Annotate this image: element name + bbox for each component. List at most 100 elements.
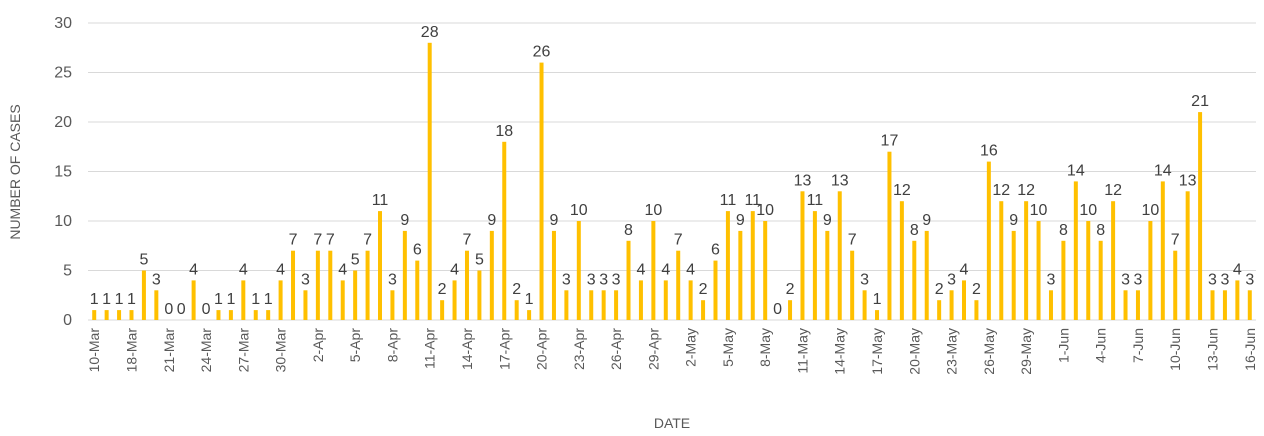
- bar: [1247, 290, 1252, 320]
- value-label: 28: [421, 24, 439, 41]
- bar: [253, 310, 258, 320]
- value-label: 21: [1191, 93, 1209, 110]
- bar: [750, 211, 755, 320]
- bar: [738, 230, 743, 320]
- value-label: 8: [910, 222, 919, 239]
- value-label: 10: [756, 202, 774, 219]
- bar: [415, 260, 420, 320]
- bar: [713, 260, 718, 320]
- value-label: 18: [495, 123, 513, 140]
- x-tick-label: 2-Apr: [310, 328, 326, 363]
- value-label: 2: [438, 281, 447, 298]
- y-tick-label: 10: [54, 213, 72, 230]
- bar: [937, 300, 942, 320]
- x-tick-label: 26-May: [981, 328, 997, 375]
- value-label: 3: [612, 271, 621, 288]
- x-axis-title: DATE: [654, 415, 690, 431]
- value-label: 0: [164, 301, 173, 318]
- value-label: 3: [1208, 271, 1217, 288]
- x-tick-label: 11-Apr: [422, 328, 438, 369]
- value-label: 1: [127, 291, 136, 308]
- bar: [340, 280, 345, 320]
- value-label: 4: [276, 261, 285, 278]
- bar: [464, 250, 469, 320]
- bar: [1198, 112, 1203, 320]
- bar: [725, 211, 730, 320]
- value-label: 1: [115, 291, 124, 308]
- x-tick-label: 13-Jun: [1205, 328, 1221, 371]
- value-label: 4: [338, 261, 347, 278]
- x-tick-label: 30-Mar: [273, 328, 289, 373]
- bar: [1222, 290, 1227, 320]
- value-label: 2: [972, 281, 981, 298]
- value-label: 12: [1017, 182, 1035, 199]
- value-label: 3: [562, 271, 571, 288]
- bar: [191, 280, 196, 320]
- x-tick-label: 8-May: [757, 328, 773, 367]
- x-tick-label: 23-Apr: [571, 328, 587, 370]
- value-label: 9: [1009, 212, 1018, 229]
- bar: [228, 310, 233, 320]
- x-tick-label: 8-Apr: [384, 328, 400, 363]
- bar: [315, 250, 320, 320]
- value-label: 7: [326, 232, 335, 249]
- x-tick-label: 11-May: [794, 328, 810, 374]
- value-label: 14: [1067, 162, 1085, 179]
- x-tick-label: 2-May: [683, 328, 699, 367]
- y-axis-title: NUMBER OF CASES: [7, 104, 23, 239]
- value-label: 6: [711, 242, 720, 259]
- bar: [365, 250, 370, 320]
- bar: [129, 310, 134, 320]
- value-label: 8: [624, 222, 633, 239]
- value-label: 1: [873, 291, 882, 308]
- value-label: 3: [1245, 271, 1254, 288]
- x-tick-label: 5-May: [720, 328, 736, 367]
- value-label: 1: [525, 291, 534, 308]
- value-label: 12: [992, 182, 1010, 199]
- bar: [1185, 191, 1190, 320]
- bar: [378, 211, 382, 320]
- x-tick-label: 17-May: [869, 328, 885, 375]
- value-label: 13: [794, 172, 812, 189]
- value-label: 8: [1059, 222, 1068, 239]
- x-tick-label: 14-Apr: [459, 328, 475, 370]
- value-label: 1: [214, 291, 223, 308]
- bar: [850, 250, 855, 320]
- bar: [502, 141, 507, 320]
- bar: [390, 290, 395, 320]
- y-tick-label: 5: [63, 263, 72, 280]
- value-label: 12: [893, 182, 911, 199]
- x-tick-label: 4-Jun: [1093, 328, 1109, 363]
- bar: [117, 310, 122, 320]
- value-label: 1: [102, 291, 111, 308]
- bar: [974, 300, 979, 320]
- bar: [887, 151, 892, 320]
- value-label: 2: [786, 281, 795, 298]
- value-label: 10: [570, 202, 588, 219]
- bar: [875, 310, 880, 320]
- bar: [440, 300, 445, 320]
- bar: [1036, 221, 1041, 320]
- value-label: 7: [363, 232, 372, 249]
- bar: [477, 270, 482, 320]
- value-label: 12: [1104, 182, 1122, 199]
- bar: [1173, 250, 1178, 320]
- bar: [663, 280, 668, 320]
- value-label: 11: [372, 192, 389, 209]
- bar: [551, 230, 556, 320]
- value-label: 3: [947, 271, 956, 288]
- bar: [651, 221, 656, 320]
- value-label: 4: [239, 261, 248, 278]
- x-tick-label: 1-Jun: [1055, 328, 1071, 363]
- bar: [614, 290, 619, 320]
- bar: [527, 310, 532, 320]
- value-label: 10: [1030, 202, 1048, 219]
- y-tick-label: 20: [54, 114, 72, 131]
- value-label: 4: [189, 261, 198, 278]
- bar: [564, 290, 569, 320]
- x-tick-label: 20-May: [906, 328, 922, 375]
- value-label: 9: [487, 212, 496, 229]
- value-label: 0: [202, 301, 211, 318]
- y-tick-label: 25: [54, 65, 72, 82]
- bar: [676, 250, 681, 320]
